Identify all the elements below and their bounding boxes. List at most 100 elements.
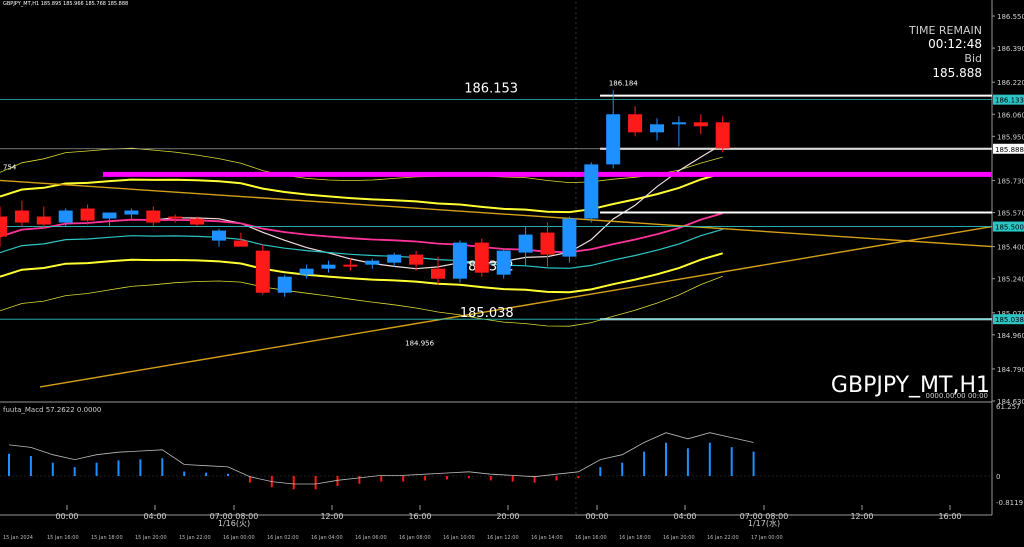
chart-header: GBPJPY_MT,H1 185.895 185.966 185.768 185…	[3, 1, 128, 7]
candle-body	[321, 264, 336, 269]
time-tick-label: 00:00	[55, 512, 78, 521]
price-tick-label: 185.570	[997, 210, 1024, 218]
bottom-date-label: 16 Jan 20:00	[663, 535, 695, 541]
candle-body	[715, 122, 730, 149]
indicator-corner-text: 0000.00.00 00:00	[926, 392, 988, 400]
candle-body	[277, 276, 292, 293]
price-tick-label: 185.400	[997, 244, 1024, 252]
label-184956: 184.956	[405, 340, 434, 348]
candle-body	[58, 210, 73, 223]
candle-body	[365, 260, 380, 265]
price-tick-label: 184.960	[997, 332, 1024, 340]
day-label-2: 1/17(水)	[748, 518, 780, 528]
label-186153: 186.153	[464, 82, 518, 97]
bid-value: 185.888	[932, 66, 982, 80]
cyan-price-tag: 185.500	[995, 224, 1024, 232]
time-remain-label: TIME REMAIN	[908, 24, 982, 37]
time-tick-label: 04:00	[143, 512, 166, 521]
slow-ma-line	[0, 212, 723, 254]
candle-body	[255, 250, 270, 293]
bottom-date-label: 15 Jan 22:00	[179, 535, 211, 541]
price-tick-label: 186.060	[997, 111, 1024, 119]
price-tick-label: 184.790	[997, 366, 1024, 374]
candle-body	[562, 218, 577, 257]
cyan-price-tag-bg	[993, 94, 1024, 105]
time-remain-value: 00:12:48	[928, 37, 982, 51]
candle-body	[212, 230, 226, 241]
bid-price-tag: 185.888	[995, 146, 1024, 154]
price-tick-label: 185.950	[997, 133, 1024, 141]
candle-body	[540, 232, 555, 255]
cyan-price-tag: 185.038	[995, 316, 1024, 324]
trendline-down	[0, 179, 993, 248]
candle-body	[299, 268, 314, 275]
candle-body	[190, 218, 205, 225]
candle-body	[14, 210, 29, 223]
bottom-date-label: 16 Jan 06:00	[355, 535, 387, 541]
bottom-date-label: 16 Jan 00:00	[223, 535, 255, 541]
time-tick-label: 07:00 08:00	[740, 512, 789, 521]
candle-body	[409, 254, 424, 265]
cyan-price-tag-bg	[993, 314, 1024, 325]
bid-label: Bid	[964, 52, 982, 65]
price-tick-label: 185.070	[997, 310, 1024, 318]
candle-body	[168, 216, 183, 219]
time-tick-label: 16:00	[408, 512, 431, 521]
macd-signal-line	[8, 432, 754, 485]
candle-body	[496, 250, 511, 275]
candle-body	[343, 264, 358, 267]
yellow-band-lower	[0, 252, 723, 294]
time-tick-label: 20:00	[496, 512, 519, 521]
candle-body	[431, 268, 445, 279]
time-tick-label: 12:00	[850, 512, 873, 521]
candle-body	[518, 234, 533, 253]
candle-body	[233, 240, 248, 247]
cyan-ma-line	[0, 228, 723, 269]
label-left: 754	[3, 163, 17, 171]
cyan-price-tag: 186.133	[995, 97, 1024, 105]
bottom-date-label: 15 Jan 16:00	[47, 535, 79, 541]
price-tick-label: 185.240	[997, 276, 1024, 284]
candle-body	[693, 122, 708, 127]
bid-price-tag-bg	[993, 143, 1024, 154]
price-tick-label: 185.730	[997, 177, 1024, 185]
bottom-date-label: 16 Jan 22:00	[707, 535, 739, 541]
bottom-date-label: 16 Jan 14:00	[531, 535, 563, 541]
label-185038: 185.038	[460, 306, 514, 321]
time-tick-label: 16:00	[938, 512, 961, 521]
bottom-date-label: 17 Jan 00:00	[751, 535, 783, 541]
price-tick-label: 186.550	[997, 13, 1024, 21]
candle-body	[36, 216, 51, 225]
trendline-up	[39, 225, 993, 388]
candle-body	[671, 122, 686, 125]
bottom-date-label: 16 Jan 16:00	[575, 535, 607, 541]
candle-body	[0, 216, 7, 237]
label-186184: 186.184	[609, 79, 638, 87]
price-tick-label: 184.630	[997, 398, 1024, 406]
symbol-watermark: GBPJPY_MT,H1	[831, 373, 990, 398]
bottom-date-label: 16 Jan 02:00	[267, 535, 299, 541]
candle-body	[628, 114, 643, 133]
candle-body	[606, 114, 621, 165]
bottom-date-label: 15 Jan 18:00	[91, 535, 123, 541]
time-tick-label: 07:00 08:00	[210, 512, 259, 521]
bottom-date-label: 15 Jan 2024	[3, 535, 33, 541]
candle-body	[387, 254, 402, 263]
cyan-price-tag-bg	[993, 221, 1024, 232]
bottom-date-label: 16 Jan 12:00	[487, 535, 519, 541]
indicator-bottom-value: -0.8119	[996, 499, 1023, 507]
time-tick-label: 00:00	[585, 512, 608, 521]
candle-body	[80, 208, 95, 221]
bottom-date-label: 16 Jan 10:00	[443, 535, 475, 541]
indicator-top-value: 61.257	[996, 403, 1021, 411]
price-tick-label: 186.220	[997, 79, 1024, 87]
candle-body	[124, 210, 139, 215]
bottom-date-label: 15 Jan 20:00	[135, 535, 167, 541]
bottom-date-label: 16 Jan 04:00	[311, 535, 343, 541]
day-label-1: 1/16(火)	[218, 519, 250, 528]
candle-body	[584, 164, 599, 219]
time-tick-label: 04:00	[673, 512, 696, 521]
candle-body	[650, 124, 664, 133]
